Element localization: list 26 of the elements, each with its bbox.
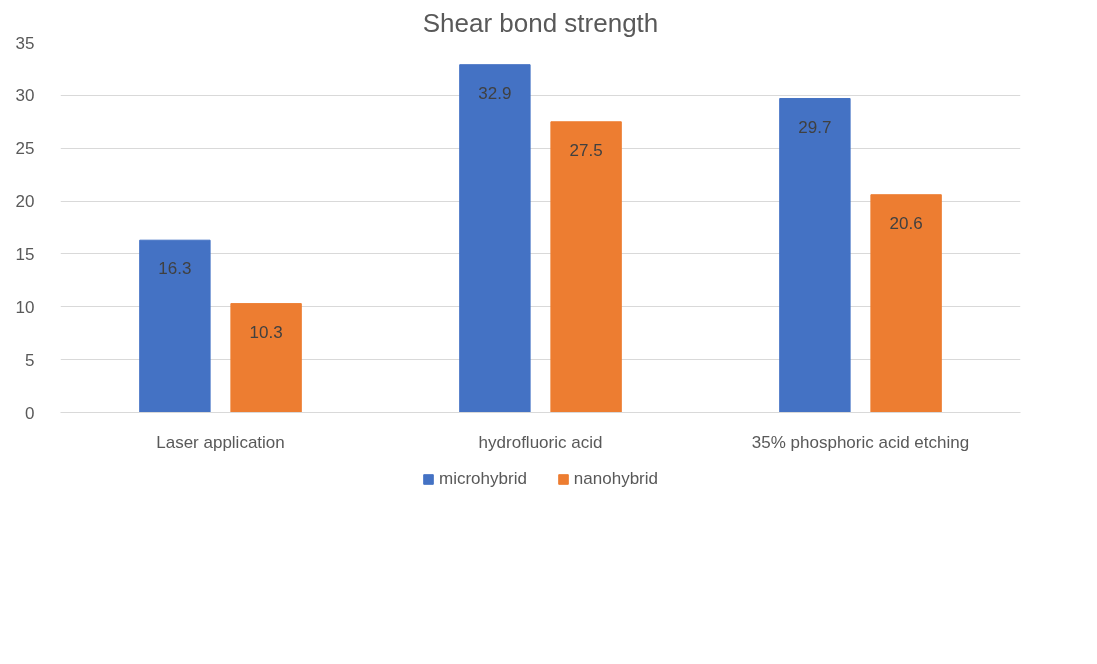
bar: [230, 303, 302, 413]
x-tick-label: Laser application: [156, 432, 285, 452]
bar: [779, 98, 851, 413]
y-tick-label: 30: [15, 86, 35, 106]
data-label: 10.3: [249, 322, 283, 342]
y-tick-label: 0: [25, 403, 35, 423]
bar: [139, 239, 211, 413]
data-label: 27.5: [569, 140, 603, 160]
y-tick-label: 15: [15, 244, 35, 264]
chart-title: Shear bond strength: [422, 7, 659, 38]
y-tick-label: 35: [15, 33, 35, 53]
y-tick-label: 25: [15, 139, 35, 159]
y-tick-label: 5: [25, 350, 35, 370]
data-label: 20.6: [889, 213, 923, 233]
legend-label: microhybrid: [439, 469, 527, 489]
x-tick-label: 35% phosphoric acid etching: [751, 432, 970, 452]
x-tick-label: hydrofluoric acid: [478, 432, 603, 452]
bar: [870, 194, 942, 413]
bar: [459, 64, 531, 413]
bar: [550, 121, 622, 413]
y-tick-label: 10: [15, 297, 35, 317]
data-label: 32.9: [478, 83, 512, 103]
y-tick-label: 20: [15, 192, 35, 212]
data-label: 16.3: [158, 259, 192, 279]
legend-label: nanohybrid: [573, 469, 658, 489]
data-label: 29.7: [798, 117, 832, 137]
